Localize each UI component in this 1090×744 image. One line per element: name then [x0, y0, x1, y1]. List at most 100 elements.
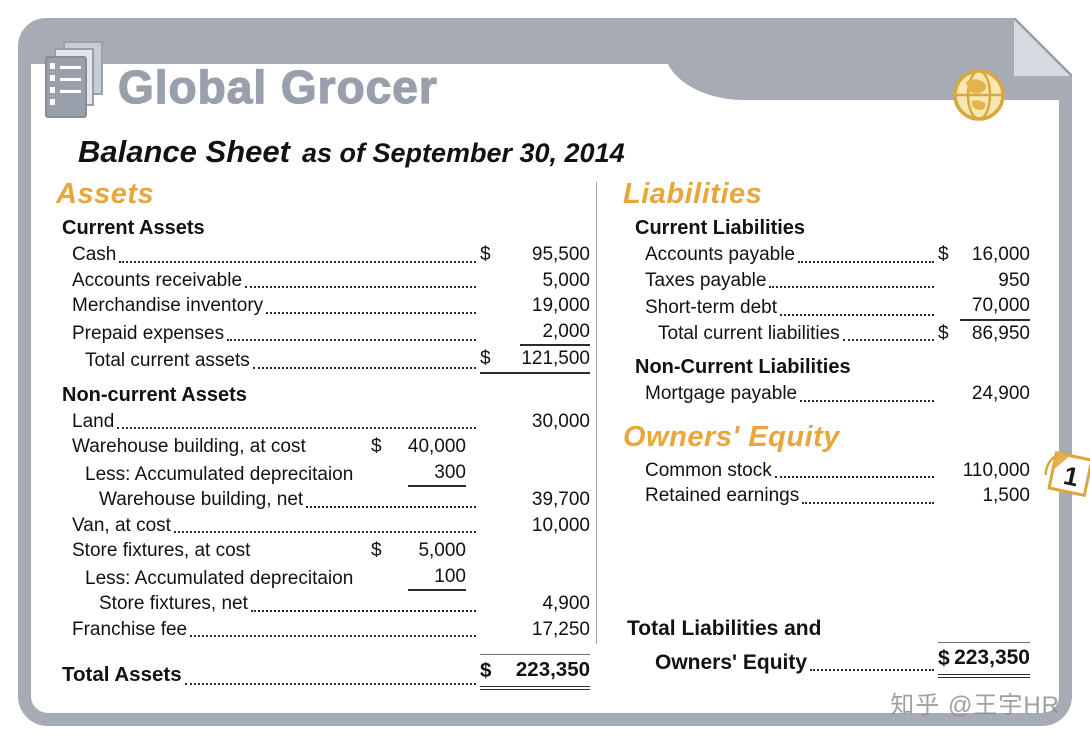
- item-label: Store fixtures, at cost: [72, 540, 251, 561]
- amount-value: 70,000: [960, 293, 1030, 321]
- liabilities-column: Liabilities Current Liabilities Accounts …: [597, 178, 1060, 690]
- statement-columns: Assets Current Assets Cash $95,500 Accounts…: [34, 178, 1060, 690]
- dot-leader: [798, 260, 934, 263]
- dot-leader: [227, 339, 476, 341]
- amount: $16,000: [938, 242, 1030, 268]
- inner-amount: 100: [371, 564, 466, 591]
- equity-body: Common stock 110,000 Retained earnings 1,50…: [623, 458, 1030, 509]
- dot-leader: [252, 366, 476, 369]
- amount-value: 24,900: [971, 383, 1030, 404]
- item-label: Less: Accumulated deprecitaion: [85, 463, 354, 485]
- liabilities-body: Current Liabilities Accounts payable $16,0…: [623, 217, 1030, 407]
- dot-leader: [800, 399, 934, 402]
- line-item: Total current liabilities $86,950: [635, 321, 1030, 347]
- amount-value: 121,500: [521, 348, 590, 369]
- item-label: Total current liabilities: [658, 322, 840, 344]
- section-title: Non-Current Liabilities: [635, 356, 851, 378]
- statement-section: Non-Current Liabilities Mortgage payable 2…: [635, 356, 1030, 407]
- line-item: Merchandise inventory 19,000: [62, 293, 590, 319]
- dot-leader: [842, 339, 934, 341]
- page-fold-corner-icon: [1014, 18, 1072, 76]
- amount-value: 223,350: [515, 658, 590, 681]
- currency-symbol: $: [371, 540, 382, 561]
- line-item: Less: Accumulated deprecitaion 100: [62, 564, 590, 591]
- dot-leader: [306, 505, 476, 508]
- amount-value: 10,000: [531, 514, 590, 536]
- currency-symbol: $: [480, 659, 492, 682]
- item-label: Store fixtures, net: [99, 593, 248, 614]
- dot-leader: [119, 260, 476, 263]
- currency-symbol: $: [938, 244, 949, 265]
- amount: $223,350: [480, 654, 590, 690]
- total-liabilities-row: Owners' Equity $223,350: [627, 641, 1030, 678]
- dot-leader: [184, 683, 476, 685]
- amount-value: 110,000: [962, 459, 1030, 481]
- note-tag-1-icon: 1: [1044, 450, 1090, 498]
- item-label: Total Assets: [62, 663, 182, 686]
- line-item: Accounts payable $16,000: [635, 242, 1030, 268]
- dot-leader: [190, 635, 476, 637]
- currency-symbol: $: [480, 244, 491, 265]
- total-liabilities-equity-block: Total Liabilities and Owners' Equity $22…: [623, 615, 1030, 678]
- amount-value: 1,500: [982, 485, 1030, 506]
- line-item: Warehouse building, at cost $40,000: [62, 434, 590, 460]
- inner-amount: 300: [371, 460, 466, 487]
- amount-value: 17,250: [531, 618, 590, 640]
- dot-leader: [173, 531, 476, 533]
- amount-value: 5,000: [418, 540, 466, 561]
- item-label: Common stock: [645, 459, 772, 481]
- item-label: Retained earnings: [645, 485, 800, 506]
- dot-leader: [810, 668, 934, 671]
- statement-section: Current Liabilities Accounts payable $16,0…: [635, 217, 1030, 346]
- amount-value: 30,000: [531, 410, 590, 432]
- section-title: Non-current Assets: [62, 383, 247, 406]
- item-label: Van, at cost: [72, 514, 171, 536]
- item-label: Mortgage payable: [645, 383, 798, 404]
- line-item: Short-term debt 70,000: [635, 293, 1030, 321]
- amount-value: 2,000: [520, 319, 590, 346]
- amount: $86,950: [938, 321, 1030, 347]
- item-label: Accounts payable: [645, 244, 795, 265]
- total-liabilities-amount: $223,350: [938, 641, 1030, 678]
- dot-leader: [802, 501, 934, 504]
- dot-leader: [250, 609, 476, 612]
- amount: 70,000: [938, 293, 1030, 321]
- line-item: Van, at cost 10,000: [62, 513, 590, 539]
- amount: 4,900: [480, 591, 590, 617]
- inner-amount: $5,000: [371, 538, 466, 564]
- item-label: Land: [72, 410, 115, 432]
- item-label: Accounts receivable: [72, 269, 243, 291]
- amount: 19,000: [480, 293, 590, 319]
- amount: 5,000: [480, 268, 590, 294]
- item-label: Prepaid expenses: [72, 322, 225, 344]
- currency-symbol: $: [371, 436, 382, 457]
- section-title: Current Liabilities: [635, 217, 806, 239]
- note-tag-number: 1: [1061, 460, 1081, 492]
- line-item: Mortgage payable 24,900: [635, 381, 1030, 407]
- dot-leader: [117, 427, 476, 429]
- total-liabilities-label-line1: Total Liabilities and: [627, 616, 822, 640]
- line-item: Total current assets $121,500: [62, 346, 590, 374]
- statement-section: Current Assets Cash $95,500 Accounts receiv…: [62, 217, 590, 374]
- globe-icon: [953, 69, 1005, 121]
- item-label: Taxes payable: [645, 269, 767, 291]
- line-item: Accounts receivable 5,000: [62, 268, 590, 294]
- title-bar: Balance Sheet as of September 30, 2014: [78, 134, 1090, 170]
- statement-section: Non-current Assets Land 30,000 Warehouse bu…: [62, 384, 590, 643]
- item-label: Cash: [72, 244, 117, 265]
- amount-value: 950: [998, 269, 1030, 291]
- report-date: as of September 30, 2014: [301, 138, 625, 168]
- amount-value: 5,000: [542, 269, 590, 291]
- document-icon: [45, 41, 103, 118]
- inner-amount: $40,000: [371, 434, 466, 460]
- page-frame: [18, 18, 1072, 726]
- amount-value: 16,000: [971, 244, 1030, 265]
- watermark: 知乎 @王宇HR: [890, 692, 1060, 719]
- currency-symbol: $: [938, 646, 950, 670]
- dot-leader: [266, 311, 476, 314]
- equity-heading: Owners' Equity: [623, 420, 840, 453]
- amount: 30,000: [480, 409, 590, 435]
- amount-value: 39,700: [531, 489, 590, 510]
- amount-value: 40,000: [407, 436, 466, 457]
- currency-symbol: $: [480, 348, 491, 369]
